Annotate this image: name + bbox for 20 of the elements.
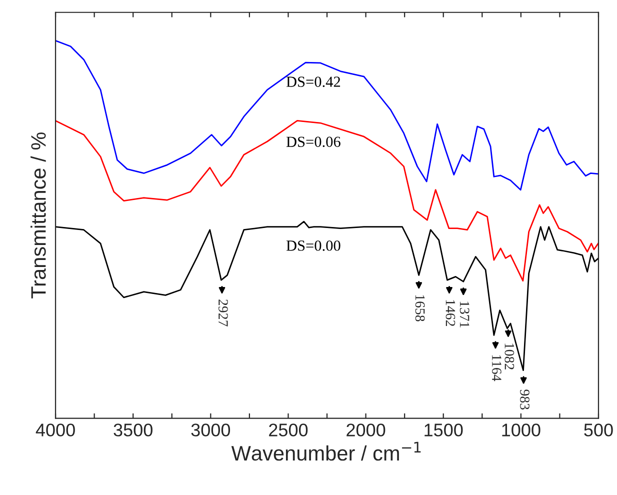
x-axis-title: Wavenumber / cm$^{−1}$ [231, 442, 421, 461]
series-label: DS=0.00 [286, 240, 340, 251]
x-tick-label: 1500 [424, 424, 463, 436]
series-label: DS=0.42 [286, 76, 340, 88]
annotation: 2927 [218, 300, 228, 326]
annotation: 1164 [492, 355, 502, 382]
annotation: 1658 [415, 295, 425, 322]
annotation: 1462 [446, 300, 456, 326]
annotation: 1082 [504, 344, 514, 370]
annotation: 1371 [460, 302, 470, 328]
x-tick-label: 1000 [502, 424, 540, 436]
annotation: 983 [520, 390, 530, 410]
y-axis-title: Transmittance / % [30, 132, 46, 298]
series-label: DS=0.06 [286, 136, 340, 148]
x-tick-label: 2500 [269, 424, 308, 436]
x-tick-label: 500 [584, 424, 613, 436]
x-tick-label: 2000 [346, 424, 386, 436]
x-tick-label: 3500 [114, 424, 152, 436]
x-tick-label: 3000 [191, 424, 230, 436]
x-tick-label: 4000 [36, 424, 75, 436]
